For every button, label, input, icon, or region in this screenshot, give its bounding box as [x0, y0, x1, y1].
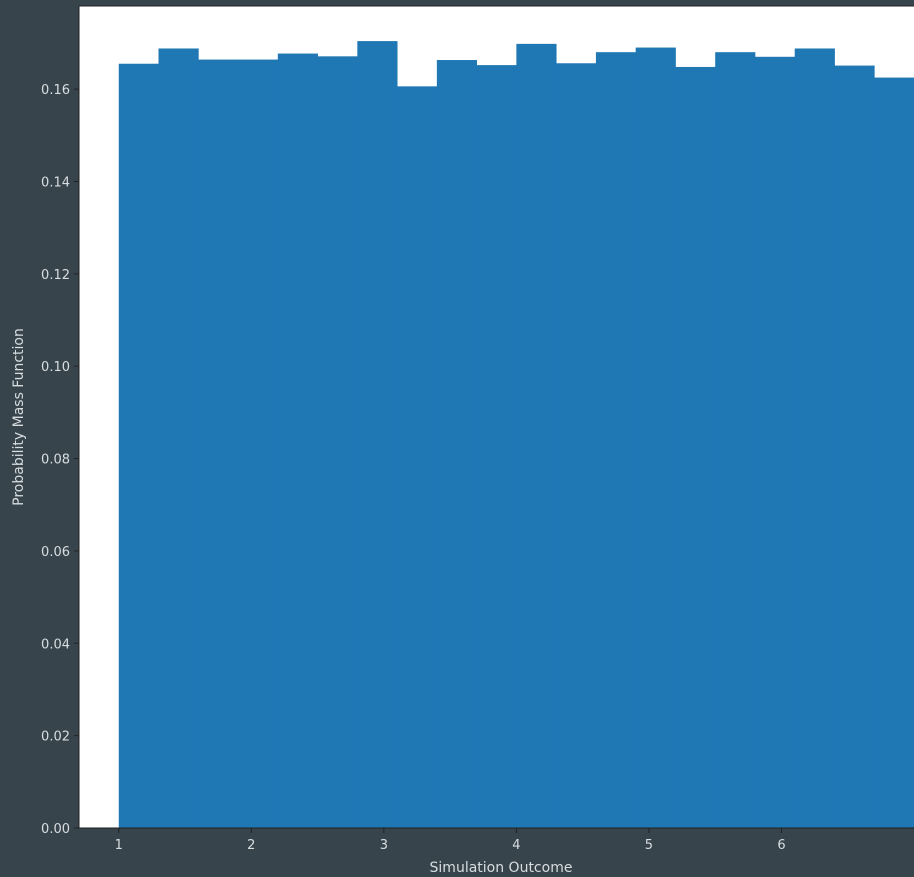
histogram-bar	[675, 66, 716, 829]
y-tick-label: 0.02	[41, 730, 70, 745]
histogram-bar	[198, 59, 239, 828]
histogram-bar	[397, 86, 438, 829]
y-tick-label: 0.04	[41, 637, 70, 652]
x-tick-label: 2	[247, 838, 255, 853]
axes: 0.00 0.02 0.04 0.06 0.08 0.10 0.12 0.14 0.16 1 2 3 4…	[41, 5, 914, 853]
y-tick-label: 0.16	[41, 83, 70, 98]
histogram-bar	[754, 56, 796, 829]
x-tick-label: 5	[645, 838, 653, 853]
histogram-bar	[357, 41, 398, 829]
histogram-bar	[635, 47, 676, 829]
histogram-bar	[317, 56, 358, 829]
y-tick-label: 0.10	[41, 360, 70, 375]
y-tick-label: 0.00	[41, 822, 70, 837]
x-tick-label: 6	[777, 838, 785, 853]
x-tick-label: 4	[512, 838, 520, 853]
histogram-bar	[158, 48, 199, 828]
x-axis-label: Simulation Outcome	[430, 860, 573, 876]
histogram-bar	[794, 48, 835, 828]
x-tick-label: 1	[115, 838, 123, 853]
histogram-bar	[436, 60, 478, 829]
y-tick-label: 0.08	[41, 453, 70, 468]
histogram-bar	[874, 77, 914, 828]
y-axis-label: Probability Mass Function	[11, 328, 27, 506]
histogram-bar	[238, 59, 279, 828]
y-tick-label: 0.12	[41, 268, 70, 283]
histogram-bar	[476, 65, 517, 829]
bars	[118, 41, 914, 829]
histogram-bar	[715, 52, 756, 829]
histogram-bar	[834, 65, 875, 829]
histogram-bar	[556, 63, 597, 828]
histogram-bar	[516, 43, 557, 828]
x-tick-label: 3	[380, 838, 388, 853]
histogram-bar	[118, 63, 159, 828]
y-tick-label: 0.14	[41, 175, 70, 190]
histogram-bar	[277, 53, 318, 828]
histogram-bar	[595, 52, 637, 829]
y-tick-label: 0.06	[41, 545, 70, 560]
